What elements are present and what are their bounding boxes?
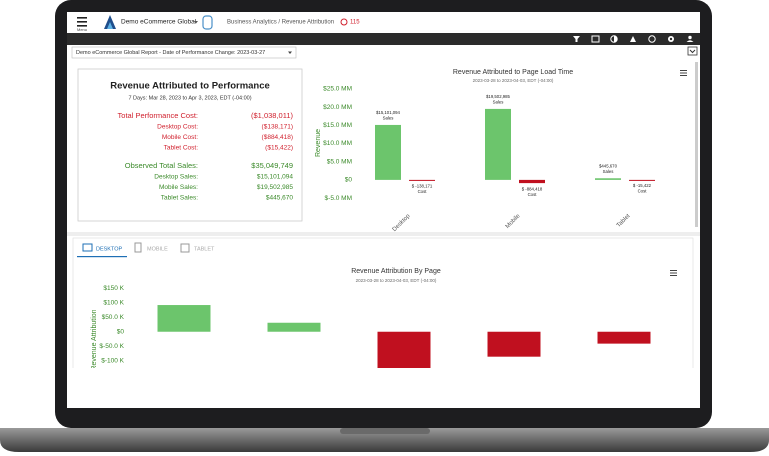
y-tick-label: $50.0 K: [102, 314, 125, 321]
chart-menu[interactable]: [670, 270, 677, 276]
laptop-notch: [340, 428, 430, 434]
chart-title: Revenue Attribution By Page: [351, 268, 441, 275]
chart-subtitle: 2023-03-28 to 2023-04-03, EDT (-04:00): [356, 278, 437, 283]
breadcrumb: Business Analytics / Revenue Attribution: [227, 20, 334, 26]
tabs: DESKTOP MOBILE TABLET: [77, 242, 215, 258]
bar: [267, 322, 321, 332]
account-name[interactable]: Demo eCommerce Global: [121, 19, 197, 26]
y-axis-label: Revenue: [315, 129, 322, 157]
value-label: $15,101,094: [376, 110, 401, 115]
value-label: $ -15,422: [633, 183, 652, 188]
bar: [487, 331, 541, 357]
y-tick-label: $0: [345, 177, 353, 184]
summary-label: Tablet Sales:: [161, 195, 198, 202]
bar: [375, 124, 401, 180]
summary-value: ($884,418): [262, 134, 293, 141]
value-label-series: Cost: [528, 192, 538, 197]
summary-label: Desktop Cost:: [157, 123, 198, 130]
summary-value: $19,502,985: [257, 184, 294, 191]
summary-value: ($138,171): [262, 123, 293, 130]
y-tick-label: $10.0 MM: [323, 140, 352, 147]
value-label: $ -138,171: [412, 184, 433, 189]
screen-footer: [67, 368, 700, 408]
alert-count[interactable]: 115: [350, 20, 360, 26]
summary-value: $15,101,094: [257, 173, 294, 180]
tab-label[interactable]: DESKTOP: [96, 246, 123, 252]
tab[interactable]: MOBILE: [134, 242, 168, 253]
summary-label: Mobile Cost:: [162, 134, 198, 141]
y-tick-label: $-100 K: [101, 357, 124, 364]
value-label: $ -884,418: [522, 186, 543, 191]
summary-label: Total Performance Cost:: [118, 111, 198, 120]
tab[interactable]: DESKTOP: [82, 243, 123, 252]
summary-subtitle: 7 Days: Mar 28, 2023 to Apr 3, 2023, EDT…: [128, 95, 251, 101]
tab-label[interactable]: TABLET: [194, 246, 215, 252]
chart-menu[interactable]: [680, 70, 687, 76]
y-tick-label: $20.0 MM: [323, 104, 352, 111]
y-tick-label: $25.0 MM: [323, 86, 352, 93]
summary-rows: Total Performance Cost: ($1,038,011) Deskt…: [118, 111, 294, 202]
summary-value: $35,049,749: [251, 161, 293, 170]
bar: [597, 331, 651, 344]
chart-2: $150 K $100 K $50.0 K $0 $-50.0 K $-100 K: [99, 285, 651, 368]
laptop-base: [0, 428, 769, 452]
chart-2-clip: Revenue Attribution $150 K$100 K$50.0 K$…: [91, 285, 651, 370]
report-selector-text[interactable]: Demo eCommerce Global Report - Date of P…: [76, 50, 265, 56]
menu-button[interactable]: Menu: [77, 17, 87, 32]
report-selector[interactable]: [71, 46, 297, 59]
summary-label: Observed Total Sales:: [125, 161, 198, 170]
y-tick-label: $0: [117, 328, 125, 335]
summary-title: Revenue Attributed to Performance: [110, 81, 270, 92]
app: Menu Demo eCommerce Global Business Anal…: [67, 12, 700, 408]
summary-label: Desktop Sales:: [154, 173, 198, 180]
bar: [157, 305, 211, 332]
summary-value: ($1,038,011): [251, 111, 293, 120]
bar: [485, 108, 511, 180]
toolbar: [67, 33, 700, 45]
y-tick-label: $-5.0 MM: [325, 195, 352, 202]
tab[interactable]: TABLET: [180, 243, 215, 253]
value-label: $445,670: [599, 163, 618, 168]
y-tick-label: $150 K: [103, 285, 124, 292]
summary-panel: [77, 68, 303, 222]
chart-subtitle: 2023-03-28 to 2023-04-03, EDT (-04:00): [473, 78, 554, 83]
y-tick-label: $5.0 MM: [327, 158, 352, 165]
value-label-series: Cost: [418, 189, 428, 194]
toolbar-icons[interactable]: [573, 35, 694, 43]
alert-icon[interactable]: [340, 18, 348, 26]
summary-label: Mobile Sales:: [159, 184, 198, 191]
value-label: $19,502,985: [486, 94, 511, 99]
y-tick-label: $-50.0 K: [99, 343, 124, 350]
y-tick-label: $15.0 MM: [323, 122, 352, 129]
value-label-series: Cost: [638, 189, 648, 194]
menu-label: Menu: [77, 27, 87, 32]
chart-1: $25.0 MM $20.0 MM $15.0 MM $10.0 MM $5.0 MM $…: [323, 86, 655, 233]
bar: [629, 179, 655, 181]
summary-label: Tablet Cost:: [164, 145, 199, 152]
chart-title: Revenue Attributed to Page Load Time: [453, 69, 573, 76]
summary-value: $445,670: [266, 195, 293, 202]
header: Menu Demo eCommerce Global Business Anal…: [67, 12, 700, 33]
bar: [519, 179, 545, 184]
y-axis-label: Revenue Attribution: [91, 309, 98, 370]
value-label-series: Sales: [493, 100, 504, 105]
tab-label[interactable]: MOBILE: [147, 246, 168, 252]
collapse-button[interactable]: [687, 46, 698, 56]
value-label-series: Sales: [603, 169, 614, 174]
value-label-series: Sales: [383, 116, 394, 121]
bar: [377, 331, 431, 368]
summary-value: ($15,422): [265, 145, 293, 152]
lock-icon: [202, 15, 213, 30]
bar: [409, 179, 435, 181]
bar: [595, 178, 621, 180]
y-tick-label: $100 K: [103, 299, 124, 306]
